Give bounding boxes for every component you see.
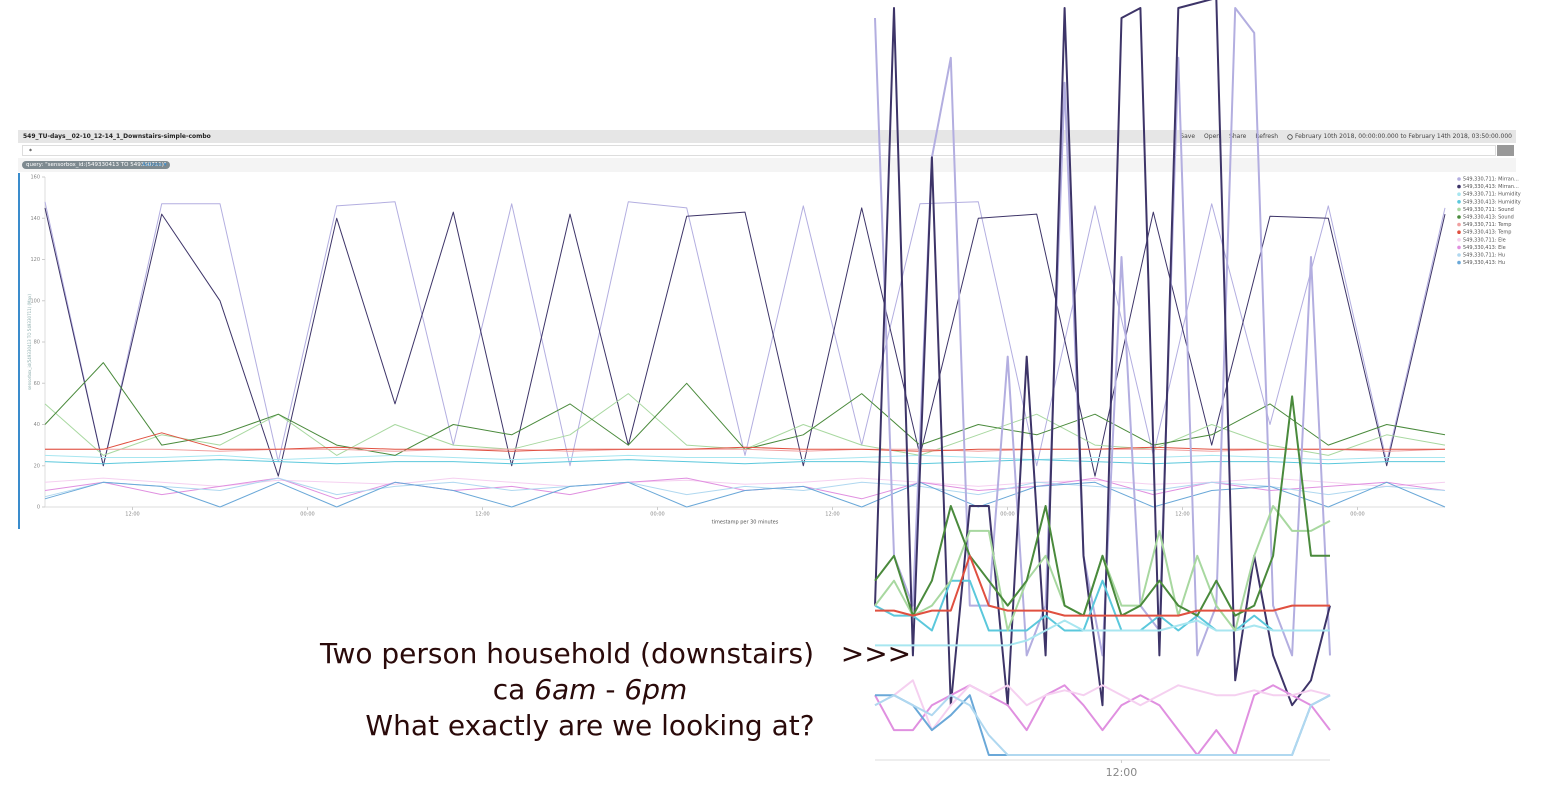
menu-open[interactable]: Open: [1204, 133, 1221, 140]
menu-refresh[interactable]: Refresh: [1255, 133, 1279, 140]
x-tick-label: 12:00: [1106, 766, 1138, 779]
dashboard-header: 549_TU-days__02-10_12-14_1_Downstairs-si…: [18, 130, 1516, 143]
annotation: Two person household (downstairs) >>> ca…: [230, 636, 950, 744]
menu-share[interactable]: Share: [1229, 133, 1247, 140]
annotation-text: ca: [492, 673, 526, 706]
time-range: February 10th 2018, 00:00:00.000 to Febr…: [1294, 133, 1512, 140]
search-input[interactable]: *: [22, 145, 1496, 156]
annotation-line: What exactly are we looking at?: [365, 709, 815, 742]
annotation-line: Two person household (downstairs) >>>: [320, 637, 912, 670]
time-picker[interactable]: February 10th 2018, 00:00:00.000 to Febr…: [1287, 130, 1512, 143]
menu: Save Open Share Refresh February 10th 20…: [1180, 130, 1512, 143]
clock-icon: [1287, 133, 1293, 140]
menu-save[interactable]: Save: [1180, 133, 1196, 140]
filter-pill[interactable]: query: "sensorbox_id:(549330413 TO 54933…: [22, 161, 171, 169]
search-button[interactable]: [1497, 145, 1514, 156]
annotation-time: 6pm: [624, 673, 688, 706]
visualization-panel: [18, 173, 1516, 529]
actions-menu[interactable]: Actions ▾: [142, 162, 167, 168]
annotation-text: -: [605, 673, 616, 706]
annotation-time: 6am: [534, 673, 597, 706]
actions-label: Actions: [142, 162, 163, 168]
series-line: [874, 579, 1330, 632]
filter-bar: query: "sensorbox_id:(549330413 TO 54933…: [18, 158, 1516, 172]
dashboard-title: 549_TU-days__02-10_12-14_1_Downstairs-si…: [23, 133, 211, 140]
series-line: [875, 554, 1330, 617]
search-query: *: [29, 148, 32, 155]
annotation-line: ca 6am - 6pm: [230, 672, 950, 708]
